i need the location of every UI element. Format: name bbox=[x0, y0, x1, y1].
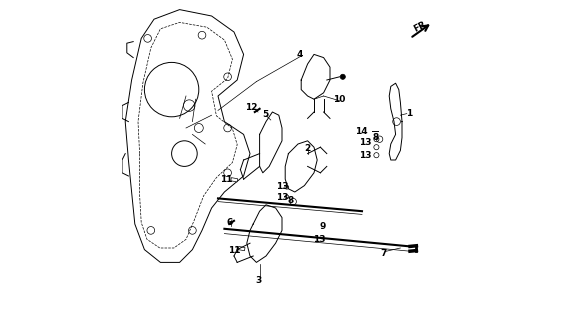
Text: 11: 11 bbox=[228, 246, 240, 255]
Text: 13: 13 bbox=[359, 138, 372, 147]
Circle shape bbox=[340, 74, 345, 79]
Text: 13: 13 bbox=[276, 182, 288, 191]
Text: 6: 6 bbox=[226, 218, 232, 227]
Text: 14: 14 bbox=[355, 127, 368, 136]
Text: 11: 11 bbox=[220, 175, 232, 184]
Text: 13: 13 bbox=[359, 151, 372, 160]
Text: 4: 4 bbox=[297, 50, 303, 59]
Text: 9: 9 bbox=[320, 222, 326, 231]
Text: 7: 7 bbox=[381, 249, 387, 258]
Text: 13: 13 bbox=[276, 193, 288, 202]
Text: 8: 8 bbox=[373, 133, 379, 142]
Text: 2: 2 bbox=[304, 144, 310, 153]
Text: 12: 12 bbox=[245, 103, 258, 112]
Text: 3: 3 bbox=[256, 276, 262, 285]
Bar bbox=[231, 178, 237, 182]
Text: 13: 13 bbox=[314, 235, 326, 244]
Text: 8: 8 bbox=[288, 196, 294, 205]
Bar bbox=[238, 246, 245, 251]
Text: FR.: FR. bbox=[412, 18, 430, 34]
Text: 5: 5 bbox=[263, 110, 269, 119]
Text: 10: 10 bbox=[333, 95, 345, 104]
Text: 1: 1 bbox=[406, 109, 412, 118]
